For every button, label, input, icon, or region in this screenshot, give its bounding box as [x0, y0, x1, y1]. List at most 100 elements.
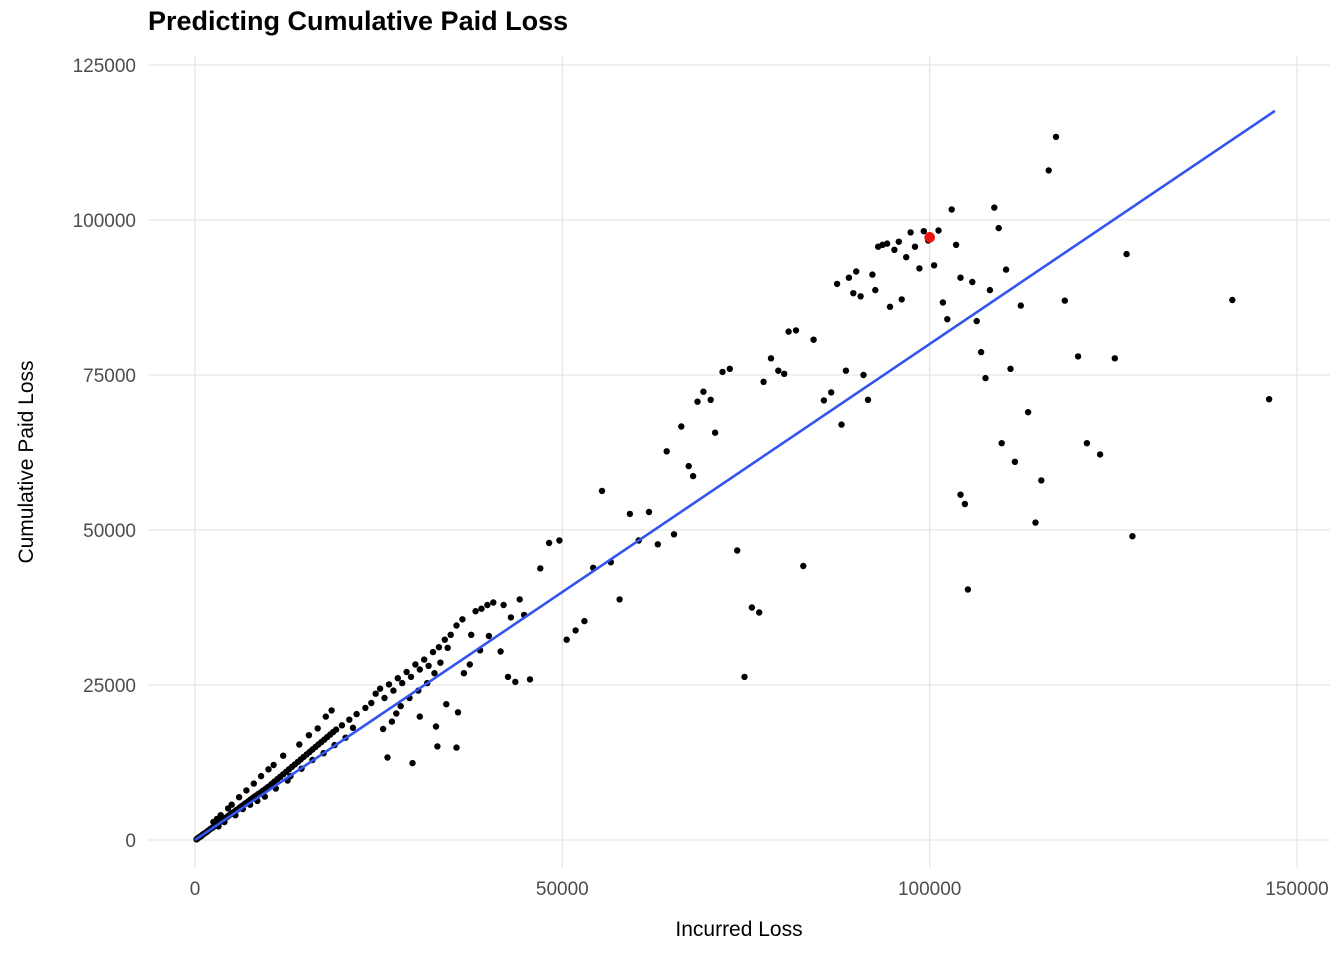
- data-point: [810, 336, 817, 343]
- data-point: [598, 487, 606, 495]
- data-point: [977, 348, 985, 356]
- data-point: [860, 371, 867, 379]
- data-point: [556, 537, 563, 544]
- x-tick-label: 100000: [898, 879, 961, 900]
- data-point: [353, 710, 360, 718]
- data-point: [1024, 409, 1032, 416]
- data-point: [444, 644, 451, 651]
- data-point: [748, 604, 756, 611]
- data-point: [435, 644, 443, 651]
- data-point: [346, 716, 353, 723]
- data-point: [903, 254, 910, 261]
- data-point: [1123, 250, 1130, 258]
- data-point: [280, 752, 287, 759]
- data-point: [1265, 396, 1273, 403]
- y-tick-label: 0: [125, 831, 136, 852]
- data-point: [412, 661, 419, 668]
- data-point: [1061, 297, 1069, 304]
- data-point: [372, 690, 379, 697]
- data-point: [820, 397, 828, 404]
- data-point: [381, 694, 388, 702]
- data-point: [969, 278, 976, 286]
- data-point: [416, 713, 423, 720]
- data-point: [973, 317, 980, 325]
- data-point: [1038, 477, 1045, 484]
- data-point: [850, 290, 857, 297]
- y-tick-label: 100000: [73, 211, 136, 232]
- data-point: [853, 268, 860, 275]
- regression-line: [194, 109, 1276, 842]
- data-point: [838, 421, 845, 428]
- data-point: [775, 367, 782, 374]
- data-point: [700, 388, 707, 395]
- data-point: [935, 227, 942, 234]
- data-point: [314, 725, 321, 732]
- data-point: [432, 723, 440, 730]
- data-point: [948, 206, 955, 213]
- y-tick-label: 25000: [83, 676, 136, 697]
- data-point: [986, 286, 994, 294]
- data-point: [685, 462, 692, 470]
- data-point: [911, 243, 919, 250]
- data-point: [1111, 355, 1119, 362]
- data-points: [193, 133, 1273, 843]
- data-point: [235, 794, 243, 801]
- data-point: [416, 666, 423, 673]
- data-point: [500, 601, 507, 609]
- data-point: [872, 286, 879, 294]
- data-point: [454, 709, 462, 716]
- data-point: [484, 601, 491, 609]
- data-point: [869, 271, 876, 278]
- data-point: [767, 355, 775, 362]
- data-point: [785, 328, 792, 335]
- data-point: [497, 648, 504, 655]
- data-point: [781, 370, 788, 377]
- data-point: [472, 608, 479, 615]
- data-point: [393, 710, 400, 717]
- data-point: [250, 780, 257, 787]
- data-point: [800, 562, 807, 570]
- data-point: [228, 801, 235, 808]
- data-point: [711, 429, 719, 436]
- x-tick-label: 0: [190, 879, 201, 900]
- data-point: [394, 675, 401, 682]
- data-point: [512, 678, 519, 686]
- data-point: [995, 224, 1002, 232]
- data-point: [322, 713, 329, 720]
- data-point: [719, 368, 726, 376]
- data-point: [907, 229, 914, 236]
- data-point: [1052, 133, 1060, 141]
- data-point: [425, 662, 432, 669]
- data-point: [270, 761, 277, 769]
- data-point: [466, 661, 473, 668]
- highlighted-point: [924, 232, 935, 243]
- data-point: [338, 722, 346, 729]
- data-point: [305, 732, 313, 739]
- data-point: [998, 440, 1005, 447]
- data-point: [1017, 302, 1024, 309]
- data-point: [1007, 365, 1014, 372]
- data-point: [243, 787, 250, 794]
- data-point: [707, 396, 714, 403]
- data-point: [403, 668, 410, 676]
- data-point: [883, 240, 891, 247]
- data-point: [726, 365, 733, 372]
- data-point: [1045, 167, 1052, 174]
- y-axis-title: Cumulative Paid Loss: [15, 360, 38, 564]
- data-point: [645, 508, 653, 516]
- data-point: [886, 303, 894, 310]
- data-point: [485, 632, 493, 640]
- data-point: [437, 659, 444, 666]
- data-point: [468, 631, 475, 638]
- data-point: [397, 702, 404, 710]
- data-point: [626, 510, 634, 518]
- data-point: [1096, 451, 1104, 458]
- axis-tick-labels: 0 25000 50000 75000 100000 125000 0 50000 100000…: [73, 56, 1329, 900]
- data-point: [991, 204, 998, 211]
- x-tick-label: 150000: [1265, 879, 1328, 900]
- data-point: [616, 596, 623, 603]
- data-point: [296, 741, 303, 748]
- data-point: [507, 614, 515, 621]
